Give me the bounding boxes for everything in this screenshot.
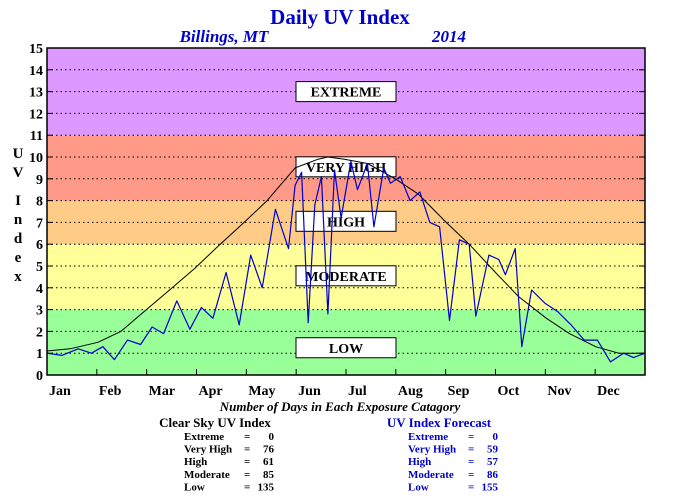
band-label-extreme: EXTREME	[311, 86, 382, 101]
band-label-box-moderate	[295, 265, 397, 287]
forecast-stat-row-label: Low	[408, 481, 429, 493]
forecast-stat-row-eq: =	[468, 469, 474, 481]
clear-sky-stat-row-eq: =	[244, 456, 250, 468]
y-tick-label: 14	[29, 64, 43, 79]
y-tick-label: 6	[36, 238, 43, 253]
x-tick-label: Oct	[498, 384, 520, 399]
forecast-stat-title: UV Index Forecast	[387, 415, 492, 430]
clear-sky-stat-row-value: 76	[263, 444, 275, 456]
band-label-box-low	[295, 337, 397, 359]
clear-sky-stat-row-value: 85	[263, 469, 275, 481]
y-tick-label: 5	[36, 260, 43, 275]
y-axis-label-char: V	[13, 165, 24, 181]
clear-sky-stat-row-label: Low	[184, 481, 205, 493]
exposure-band-labels: LOW MODERATE HIGH VERY HIGH EXTREME	[295, 81, 397, 359]
y-tick-label: 13	[29, 86, 43, 101]
band-label-moderate: MODERATE	[305, 270, 386, 285]
x-tick-label: Jan	[49, 384, 71, 399]
chart-year: 2014	[431, 27, 466, 46]
y-tick-label: 8	[36, 195, 43, 210]
clear-sky-stat-row-value: 0	[269, 431, 275, 443]
forecast-stat-row-label: Moderate	[408, 469, 454, 481]
clear-sky-stat-row-eq: =	[244, 481, 250, 493]
forecast-stat-row-label: Very High	[408, 444, 456, 456]
forecast-stat-row-value: 86	[487, 469, 499, 481]
chart-title: Daily UV Index	[270, 5, 410, 29]
y-axis-label-char: I	[15, 193, 21, 209]
series-lines	[46, 156, 646, 363]
clear-sky-stat-row-label: Extreme	[184, 431, 224, 443]
y-tick-label: 0	[36, 369, 43, 384]
clear-sky-stat-row-label: Moderate	[184, 469, 230, 481]
clear-sky-stat-row-label: High	[184, 456, 207, 468]
x-tick-label: Apr	[199, 384, 223, 399]
band-label-low: LOW	[329, 342, 363, 357]
forecast-stat-row-value: 0	[493, 431, 499, 443]
forecast-stat-row-value: 59	[487, 444, 499, 456]
forecast-stat-row-eq: =	[468, 444, 474, 456]
clear-sky-stat-row-eq: =	[244, 431, 250, 443]
forecast-stat-row-eq: =	[468, 431, 474, 443]
y-tick-label: 9	[36, 173, 43, 188]
clear-sky-stat-row-label: Very High	[184, 444, 232, 456]
x-tick-label: Jun	[298, 384, 321, 399]
x-tick-label: Nov	[547, 384, 571, 399]
band-label-box-extreme	[295, 81, 397, 103]
x-tick-label: Jul	[348, 384, 367, 399]
series-line-uv-index-forecast	[46, 160, 646, 363]
y-axis-label-char: n	[14, 212, 23, 228]
clear-sky-stat-row-eq: =	[244, 444, 250, 456]
band-label-box-very-high	[295, 156, 397, 178]
band-label-high: HIGH	[327, 215, 365, 230]
clear-sky-stat-row-value: 61	[263, 456, 274, 468]
y-tick-label: 11	[30, 129, 43, 144]
y-tick-label: 10	[29, 151, 43, 166]
y-tick-label: 15	[29, 42, 43, 57]
x-tick-label: Dec	[597, 384, 620, 399]
x-tick-label: Feb	[99, 384, 122, 399]
clear-sky-stat-title: Clear Sky UV Index	[159, 415, 271, 430]
chart-location: Billings, MT	[179, 27, 269, 46]
y-tick-label: 1	[36, 347, 43, 362]
series-line-clear-sky-uv-index	[46, 156, 645, 354]
grid-lines	[47, 69, 645, 354]
forecast-stat-row-label: Extreme	[408, 431, 448, 443]
x-axis-caption: Number of Days in Each Exposure Catagory	[219, 399, 461, 414]
y-tick-label: 3	[36, 304, 43, 319]
y-tick-label: 2	[36, 325, 43, 340]
forecast-stat-row-value: 57	[487, 456, 499, 468]
y-tick-label: 7	[36, 216, 43, 231]
x-axis-ticks: Jan Feb Mar Apr May Jun Jul Aug Sep Oct Nov Dec	[49, 369, 620, 399]
y-tick-label: 4	[36, 282, 43, 297]
x-tick-label: Aug	[398, 384, 423, 399]
band-label-very-high: VERY HIGH	[306, 161, 386, 176]
y-axis-label-char: U	[13, 146, 24, 162]
y-axis-label-char: e	[15, 250, 22, 266]
clear-sky-stat-row-eq: =	[244, 469, 250, 481]
forecast-stat-row-value: 155	[482, 481, 499, 493]
y-tick-label: 12	[29, 107, 43, 122]
y-axis-label-char: x	[14, 269, 22, 285]
x-tick-label: Sep	[448, 384, 470, 399]
forecast-stat-row-label: High	[408, 456, 431, 468]
band-label-box-high	[295, 210, 397, 232]
y-axis-label-char: d	[14, 231, 23, 247]
forecast-stat-row-eq: =	[468, 481, 474, 493]
forecast-stat-row-eq: =	[468, 456, 474, 468]
x-tick-label: May	[248, 384, 275, 399]
x-tick-label: Mar	[149, 384, 175, 399]
clear-sky-stat-row-value: 135	[258, 481, 275, 493]
